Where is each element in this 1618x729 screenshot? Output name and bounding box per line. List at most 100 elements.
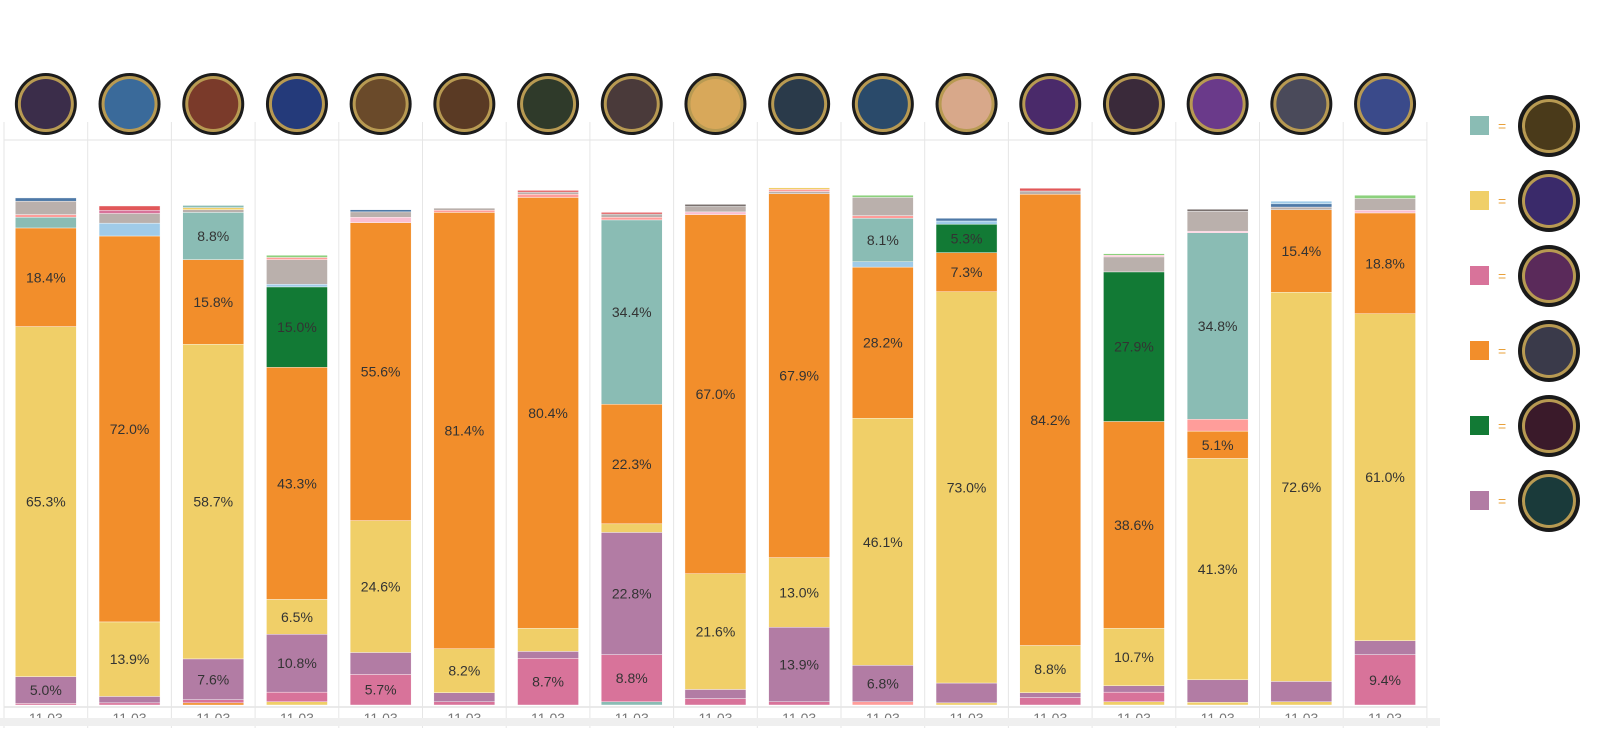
portrait-face: [606, 79, 657, 129]
bar-segment: [768, 627, 830, 702]
bar-segment: [684, 573, 747, 690]
champion-portrait-row: [14, 73, 1417, 135]
bar-segment: [182, 205, 244, 208]
bar-segment: [1354, 210, 1416, 214]
bar-segment: [1019, 193, 1081, 646]
portrait-face: [523, 79, 574, 129]
bar-segment: [98, 621, 161, 697]
bar-segment: [684, 211, 747, 215]
bar-segment: [266, 599, 328, 635]
portrait-face: [690, 79, 741, 129]
legend-equals: =: [1498, 118, 1506, 134]
bar-segment: [349, 674, 412, 706]
bar-segment: [98, 205, 161, 211]
bar-segment: [182, 207, 244, 210]
legend-entry: =: [1470, 245, 1580, 307]
portrait-face: [439, 79, 490, 129]
champion-portrait-icon: [1270, 73, 1333, 135]
legend-entry: =: [1470, 395, 1580, 457]
data-label: 15.4%: [1281, 243, 1321, 259]
bar-segment: [1270, 681, 1333, 702]
bar-segment: [684, 214, 747, 574]
data-label: 18.8%: [1365, 255, 1405, 271]
bar-segment: [1103, 685, 1165, 693]
bar-segment: [768, 193, 830, 558]
bar-segment: [433, 701, 496, 706]
data-label: 65.3%: [26, 494, 66, 510]
data-label: 72.0%: [110, 421, 150, 437]
data-label: 27.9%: [1114, 339, 1154, 355]
data-label: 10.7%: [1114, 649, 1154, 665]
bar-segment: [601, 523, 663, 533]
data-label: 73.0%: [947, 479, 987, 495]
champion-portrait-icon: [935, 73, 998, 135]
data-label: 13.0%: [779, 584, 819, 600]
portrait-face: [1108, 79, 1159, 129]
bottom-scrollbar[interactable]: [0, 718, 1440, 726]
legend-entry: =: [1470, 95, 1580, 157]
legend-swatch: [1470, 416, 1489, 435]
legend: = = = = = =: [1470, 95, 1580, 532]
bar-segment: [852, 218, 914, 262]
bar-segment: [182, 209, 244, 213]
legend-swatch: [1470, 341, 1489, 360]
bar-segment: [98, 210, 161, 214]
data-label: 8.8%: [197, 228, 229, 244]
legend-entry: =: [1470, 170, 1580, 232]
champion-portrait-icon: [349, 73, 412, 135]
portrait-face: [355, 79, 406, 129]
portrait-face: [20, 79, 71, 129]
data-label: 38.6%: [1114, 517, 1154, 533]
data-label: 21.6%: [696, 624, 736, 640]
bar-segment: [1186, 232, 1249, 420]
bar-segment: [182, 702, 244, 706]
champion-portrait-icon: [182, 73, 245, 135]
bar-segment: [182, 259, 244, 345]
data-label: 7.3%: [951, 264, 983, 280]
bar-segment: [852, 418, 914, 666]
bar-segment: [15, 197, 77, 202]
bar-segment: [1186, 230, 1249, 233]
bar-segment: [1270, 200, 1333, 205]
legend-entry: =: [1470, 470, 1580, 532]
bar-segment: [1103, 255, 1165, 258]
bar-segment: [768, 187, 830, 190]
data-label: 6.5%: [281, 609, 313, 625]
portrait-face: [857, 79, 908, 129]
bar-segment: [1186, 211, 1249, 232]
bar-segment: [684, 698, 747, 706]
legend-icon-face: [1525, 477, 1573, 525]
bar-segment: [266, 691, 328, 702]
data-label: 61.0%: [1365, 469, 1405, 485]
bar-segment: [1103, 253, 1165, 256]
data-label: 84.2%: [1030, 412, 1070, 428]
bar-segment: [1354, 313, 1416, 641]
bar-segment: [684, 204, 747, 207]
bar-segment: [1019, 188, 1081, 192]
bar-segment: [1270, 203, 1333, 208]
portrait-face: [1192, 79, 1243, 129]
legend-icon-face: [1525, 327, 1573, 375]
champion-portrait-icon: [1354, 73, 1417, 135]
bar-segment: [1103, 421, 1165, 629]
bar-segment: [935, 220, 998, 225]
portrait-face: [1276, 79, 1327, 129]
bar-segment: [935, 224, 998, 253]
bar-segment: [433, 210, 496, 213]
bar-segment: [935, 218, 998, 222]
champion-portrait-icon: [1019, 73, 1082, 135]
bar-segment: [601, 212, 663, 215]
bar-segment: [1354, 198, 1416, 211]
data-label: 18.4%: [26, 269, 66, 285]
bar-segment: [1186, 430, 1249, 459]
bar-segment: [98, 213, 161, 224]
data-label: 67.9%: [779, 368, 819, 384]
data-label: 15.0%: [277, 319, 317, 335]
bar-segment: [852, 261, 914, 268]
bar-segment: [601, 219, 663, 405]
bar-segment: [935, 682, 998, 704]
legend-equals: =: [1498, 343, 1506, 359]
bar-segment: [266, 367, 328, 600]
data-label: 5.1%: [1202, 437, 1234, 453]
bar-segment: [601, 213, 663, 218]
